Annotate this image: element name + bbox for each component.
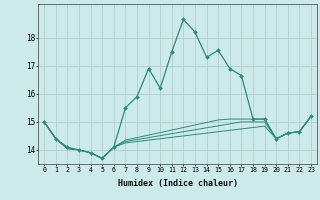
X-axis label: Humidex (Indice chaleur): Humidex (Indice chaleur) bbox=[118, 179, 238, 188]
